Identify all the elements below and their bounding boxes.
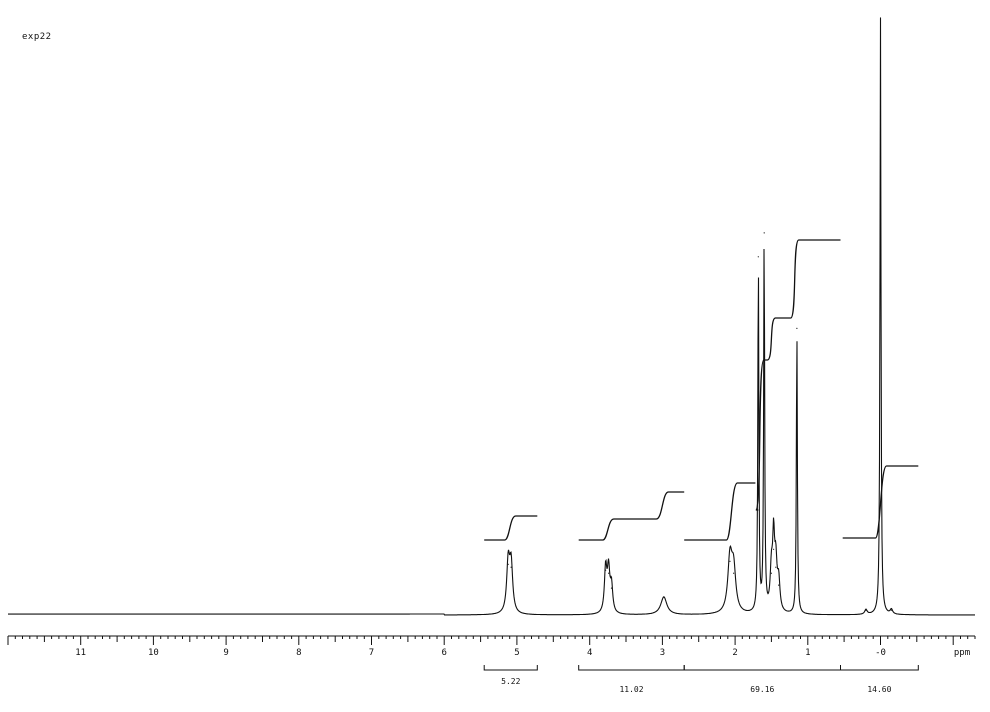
integral-bracket-2 bbox=[683, 665, 841, 671]
integral-curve-2 bbox=[684, 482, 756, 541]
x-tick-label: 2 bbox=[732, 648, 737, 658]
integral-bracket-0 bbox=[483, 665, 538, 671]
x-tick-label: 6 bbox=[441, 648, 446, 658]
x-tick-label: 1 bbox=[805, 648, 810, 658]
spectrum-peak-13 bbox=[778, 584, 780, 586]
integral-curve-1 bbox=[578, 491, 685, 541]
spectrum-peak-16 bbox=[890, 609, 893, 611]
ppm-axis: 11 10 9 8 7 6 5 4 3 2 1 -0 ppm bbox=[7, 635, 976, 658]
spectrum-trace bbox=[8, 18, 975, 616]
x-tick-label: 5 bbox=[514, 648, 519, 658]
x-tick-label: 11 bbox=[75, 648, 86, 658]
integral-value-label: 69.16 bbox=[750, 685, 774, 694]
integral-curves bbox=[484, 239, 919, 541]
spectrum-peak-9 bbox=[763, 232, 765, 234]
integral-brackets: 5.22 11.02 69.16 14.60 bbox=[483, 665, 919, 694]
spectrum-peak-2 bbox=[605, 569, 607, 571]
x-axis-label: ppm bbox=[954, 648, 970, 658]
spectrum-peak-0 bbox=[507, 563, 509, 565]
x-tick-label: 9 bbox=[223, 648, 228, 658]
x-tick-label: 10 bbox=[148, 648, 159, 658]
spectrum-peak-11 bbox=[773, 548, 775, 550]
integral-value-label: 14.60 bbox=[867, 685, 891, 694]
x-tick-label: 7 bbox=[369, 648, 374, 658]
spectrum-peak-14 bbox=[796, 327, 798, 329]
spectrum-peak-10 bbox=[770, 572, 773, 574]
x-tick-label: -0 bbox=[875, 648, 886, 658]
experiment-label: exp22 bbox=[22, 32, 52, 42]
spectrum-peak-3 bbox=[608, 572, 610, 574]
integral-curve-4 bbox=[842, 465, 919, 539]
integral-bracket-3 bbox=[840, 665, 919, 671]
spectrum-peak-17 bbox=[865, 609, 867, 611]
spectrum-peak-7 bbox=[733, 572, 735, 574]
x-tick-label: 8 bbox=[296, 648, 301, 658]
spectrum-peak-8 bbox=[757, 256, 759, 258]
x-tick-label: 4 bbox=[587, 648, 592, 658]
spectrum-peak-5 bbox=[663, 596, 665, 598]
spectrum-peak-4 bbox=[610, 587, 613, 589]
spectrum-peak-15 bbox=[879, 17, 882, 19]
integral-bracket-1 bbox=[578, 665, 685, 671]
spectrum-trace-group bbox=[8, 17, 975, 616]
spectrum-peak-6 bbox=[729, 560, 731, 562]
spectrum-peak-12 bbox=[775, 566, 777, 568]
integral-value-label: 5.22 bbox=[501, 677, 520, 686]
x-tick-label: 3 bbox=[660, 648, 665, 658]
integral-value-label: 11.02 bbox=[619, 685, 643, 694]
spectrum-peak-1 bbox=[510, 566, 512, 568]
integral-curve-3 bbox=[755, 239, 841, 511]
integral-curve-0 bbox=[484, 515, 538, 541]
